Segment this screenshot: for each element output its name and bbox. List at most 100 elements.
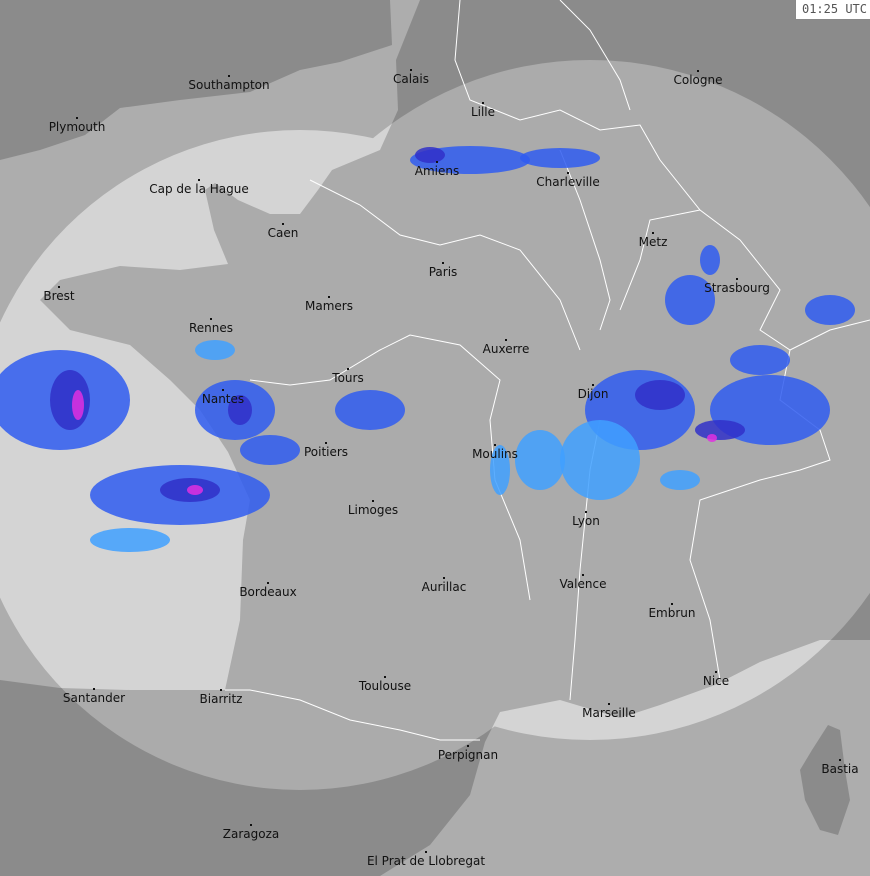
border-line: [619, 209, 701, 311]
city-label: Tours: [331, 371, 363, 385]
city-label: Biarritz: [200, 692, 243, 706]
city-dot: [482, 102, 484, 104]
city-cap-de-la-hague: Cap de la Hague: [149, 179, 249, 196]
rain-cell: [665, 275, 715, 325]
city-lyon: Lyon: [572, 511, 600, 528]
city-valence: Valence: [560, 574, 606, 591]
city-southampton: Southampton: [188, 75, 270, 92]
timestamp: 01:25 UTC: [794, 0, 870, 20]
border-line: [249, 334, 531, 601]
city-santander: Santander: [63, 688, 125, 705]
city-bordeaux: Bordeaux: [239, 582, 297, 599]
city-label: Auxerre: [483, 342, 530, 356]
rain-cell: [660, 470, 700, 490]
rain-cell: [635, 380, 685, 410]
city-label: Lyon: [572, 514, 600, 528]
city-auxerre: Auxerre: [483, 339, 530, 356]
city-dot: [839, 759, 841, 761]
city-label: Cap de la Hague: [149, 182, 248, 196]
city-charleville: Charleville: [536, 172, 600, 189]
city-dot: [328, 296, 330, 298]
city-dot: [592, 384, 594, 386]
border-line: [225, 689, 480, 741]
city-dot: [715, 671, 717, 673]
city-dot: [567, 172, 569, 174]
city-label: Poitiers: [304, 445, 348, 459]
city-limoges: Limoges: [348, 500, 398, 517]
rain-cell: [228, 395, 252, 425]
city-label: Plymouth: [49, 120, 106, 134]
city-paris: Paris: [429, 262, 457, 279]
city-dot: [58, 286, 60, 288]
city-tours: Tours: [331, 368, 364, 385]
city-amiens: Amiens: [415, 161, 459, 178]
city-dot: [282, 223, 284, 225]
city-dot: [582, 574, 584, 576]
rain-cell: [415, 147, 445, 163]
border-line: [559, 0, 631, 111]
city-label: Limoges: [348, 503, 398, 517]
city-dot: [250, 824, 252, 826]
city-label: Calais: [393, 72, 429, 86]
rain-cell: [515, 430, 565, 490]
england-landmass: [0, 0, 392, 160]
city-el-prat-de-llobregat: El Prat de Llobregat: [367, 851, 485, 868]
city-metz: Metz: [639, 232, 668, 249]
corsica-landmass: [800, 725, 850, 835]
city-nice: Nice: [703, 671, 729, 688]
rain-cell: [187, 485, 203, 495]
city-embrun: Embrun: [648, 603, 696, 620]
city-dot: [442, 262, 444, 264]
city-dot: [505, 339, 507, 341]
precipitation-layer: [0, 146, 855, 552]
city-dot: [228, 75, 230, 77]
rain-cell: [50, 370, 90, 430]
city-dot: [220, 689, 222, 691]
city-label: Lille: [471, 105, 495, 119]
rain-cell: [90, 528, 170, 552]
rain-cell: [730, 345, 790, 375]
city-strasbourg: Strasbourg: [704, 278, 770, 295]
city-label: Perpignan: [438, 748, 498, 762]
city-plymouth: Plymouth: [49, 117, 106, 134]
city-label: Santander: [63, 691, 125, 705]
rain-cell: [195, 340, 235, 360]
city-nantes: Nantes: [202, 389, 244, 406]
rain-cell: [695, 420, 745, 440]
city-label: Metz: [639, 235, 668, 249]
city-dot: [267, 582, 269, 584]
city-dot: [608, 703, 610, 705]
city-poitiers: Poitiers: [304, 442, 348, 459]
city-dot: [736, 278, 738, 280]
city-label: Aurillac: [422, 580, 467, 594]
city-label: Nantes: [202, 392, 244, 406]
city-aurillac: Aurillac: [422, 577, 467, 594]
city-label: Marseille: [582, 706, 636, 720]
city-label: Cologne: [673, 73, 722, 87]
city-dot: [585, 511, 587, 513]
city-label: Embrun: [648, 606, 695, 620]
city-calais: Calais: [393, 69, 429, 86]
city-dot: [347, 368, 349, 370]
city-label: Moulins: [472, 447, 518, 461]
city-dot: [93, 688, 95, 690]
city-label: Bordeaux: [239, 585, 296, 599]
city-label: Dijon: [578, 387, 609, 401]
city-zaragoza: Zaragoza: [223, 824, 279, 841]
city-dot: [210, 318, 212, 320]
border-line: [559, 149, 611, 331]
city-caen: Caen: [268, 223, 298, 240]
city-dot: [76, 117, 78, 119]
city-label: Rennes: [189, 321, 233, 335]
rain-cell: [520, 148, 600, 168]
city-dot: [198, 179, 200, 181]
city-bastia: Bastia: [821, 759, 859, 776]
city-label: Southampton: [188, 78, 269, 92]
city-dot: [443, 577, 445, 579]
city-label: Mamers: [305, 299, 353, 313]
rain-cell: [560, 420, 640, 500]
city-dot: [372, 500, 374, 502]
city-dot: [425, 851, 427, 853]
city-dot: [410, 69, 412, 71]
